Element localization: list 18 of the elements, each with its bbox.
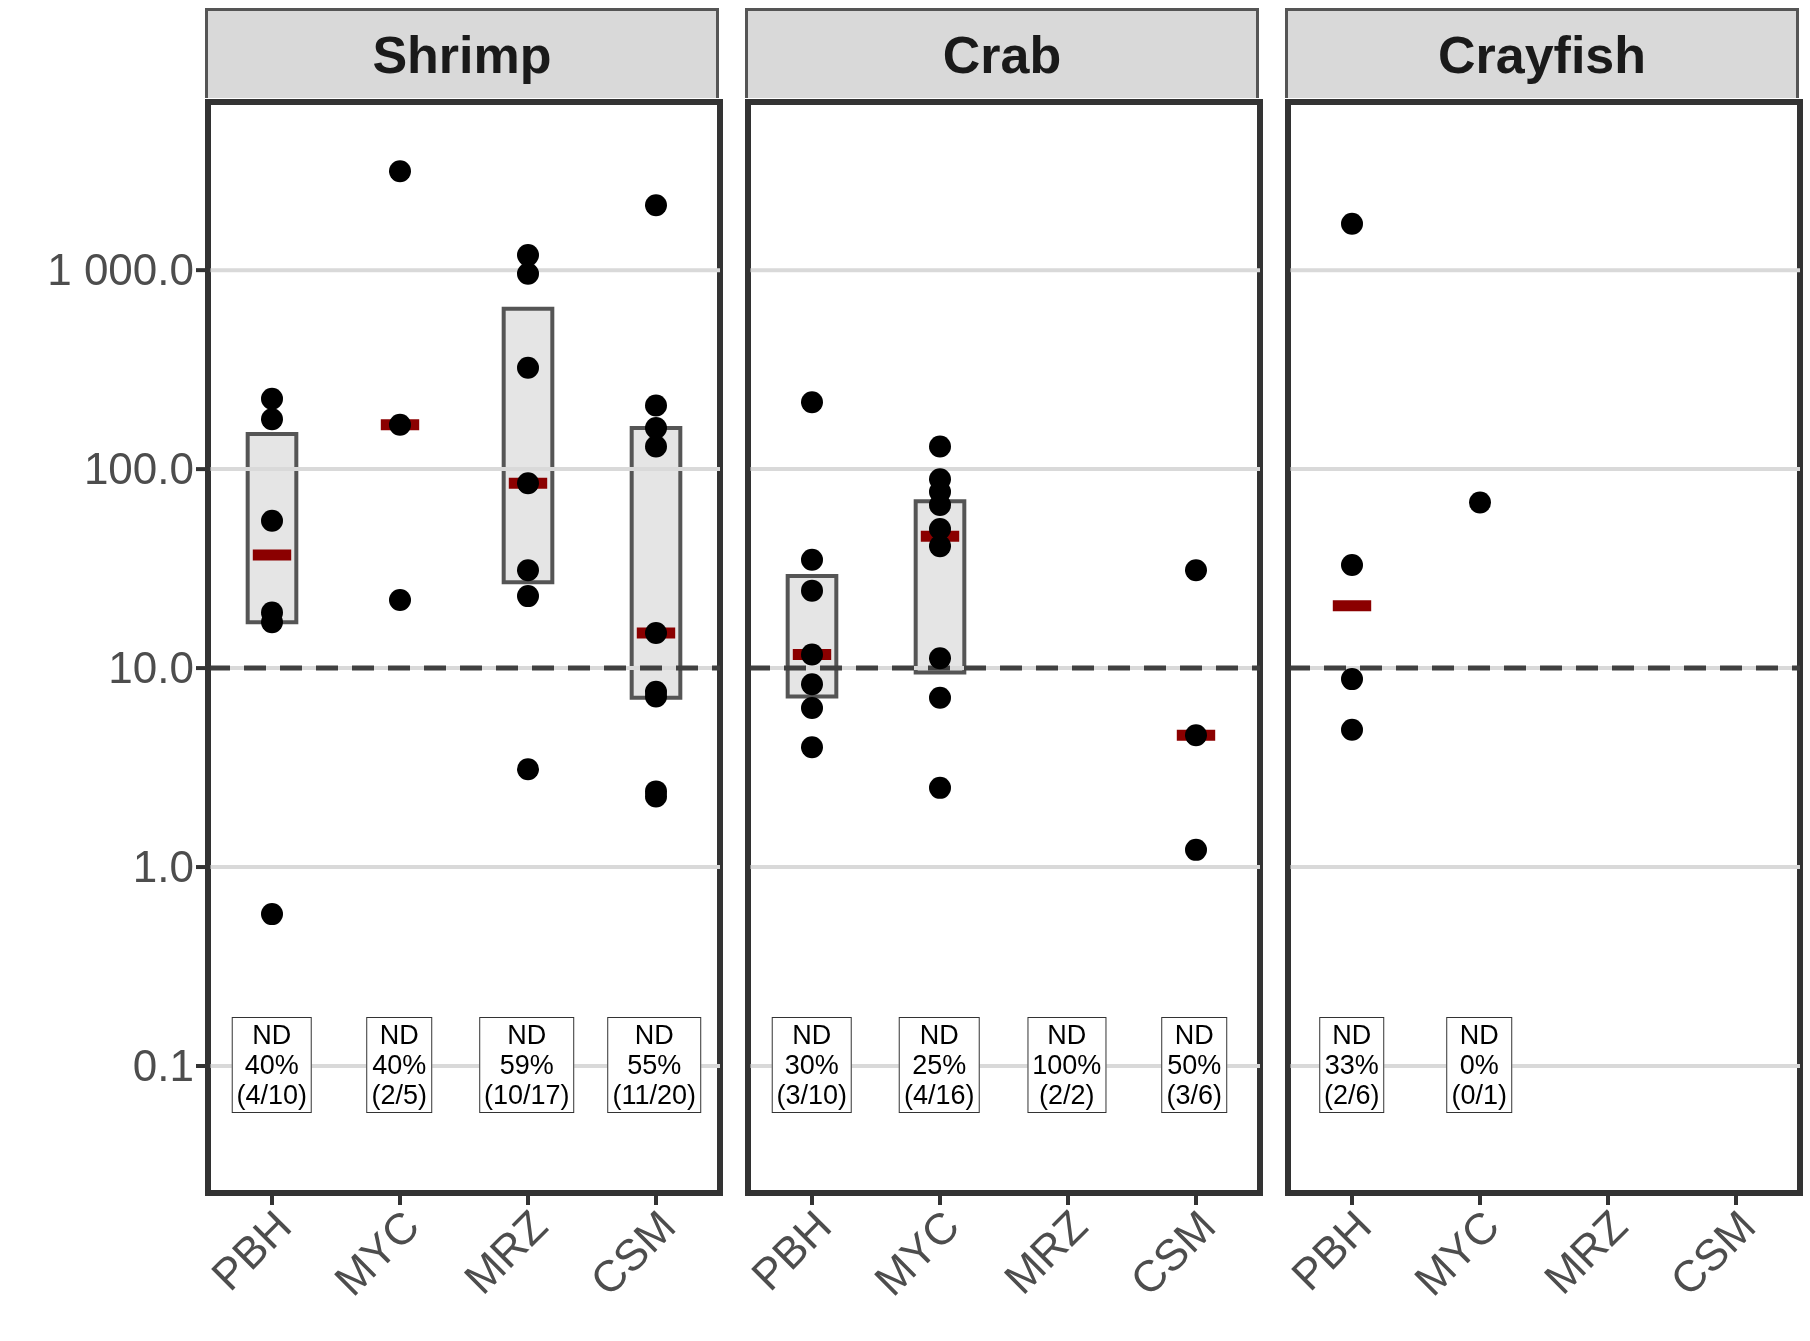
- annotation: ND 100% (2/2): [1027, 1017, 1107, 1113]
- annotation: ND 25% (4/16): [898, 1017, 980, 1113]
- chart-title: Crayfish: [1437, 24, 1647, 85]
- annotation: ND 40% (4/10): [231, 1017, 313, 1113]
- annotation: ND 40% (2/5): [366, 1017, 433, 1113]
- annotation: ND 55% (11/20): [607, 1017, 702, 1113]
- annotation: ND 33% (2/6): [1318, 1017, 1385, 1113]
- annotation: ND 50% (3/6): [1161, 1017, 1228, 1113]
- y-tick-label: 10.0: [108, 643, 194, 693]
- annotation: ND 59% (10/17): [478, 1017, 575, 1113]
- y-tick-label: 1.0: [132, 842, 194, 892]
- chart-title: Shrimp: [372, 24, 552, 85]
- y-tick-label: 100.0: [83, 444, 194, 494]
- chart-title: Crab: [942, 24, 1062, 85]
- y-tick-label: 0.1: [132, 1041, 194, 1091]
- annotation: ND 30% (3/10): [771, 1017, 853, 1113]
- y-tick-label: 1 000.0: [47, 245, 194, 295]
- annotation: ND 0% (0/1): [1446, 1017, 1513, 1113]
